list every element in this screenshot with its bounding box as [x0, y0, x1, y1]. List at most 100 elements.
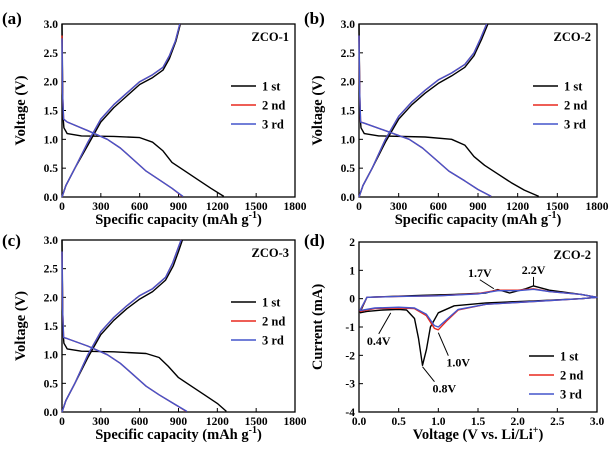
y-tick-label: 1.0	[341, 134, 356, 146]
x-tick-label: 0	[356, 201, 362, 213]
annotation-label: 1.0V	[446, 356, 470, 370]
y-tick-label: 3.0	[44, 19, 59, 31]
x-tick-label: 1800	[284, 416, 307, 428]
y-tick-label: 1.5	[44, 106, 59, 118]
x-tick-label: 2.0	[510, 416, 525, 428]
legend-label: 2 nd	[564, 99, 587, 113]
x-tick-label: 1500	[546, 201, 569, 213]
x-tick-label: 600	[131, 416, 149, 428]
legend-label: 1 st	[560, 350, 579, 364]
y-tick-label: 1.0	[44, 350, 59, 362]
y-tick-label: -3	[345, 379, 355, 391]
y-tick-label: 2.5	[341, 48, 356, 60]
x-tick-label: 0.0	[352, 416, 367, 428]
x-axis-label: Specific capacity (mAh g-1)	[395, 210, 562, 228]
y-tick-label: 2.5	[44, 48, 59, 60]
y-tick-label: 2	[349, 237, 355, 249]
x-tick-label: 600	[430, 201, 448, 213]
legend-label: 3 rd	[564, 118, 586, 132]
panel-label: (a)	[2, 9, 22, 28]
annotation-label: 0.8V	[432, 382, 456, 396]
sample-label: ZCO-2	[554, 248, 592, 262]
legend-label: 1 st	[564, 80, 583, 94]
x-axis-label: Voltage (V vs. Li/Li+)	[413, 425, 544, 443]
charge-curve-2	[358, 23, 488, 198]
y-tick-label: 1	[349, 265, 355, 277]
charge-curve-2	[61, 23, 181, 198]
plot-frame	[358, 23, 598, 198]
legend-label: 2 nd	[560, 369, 583, 383]
panel-label: (b)	[304, 9, 325, 28]
x-tick-label: 1500	[245, 416, 268, 428]
y-tick-label: 1.5	[44, 321, 59, 333]
y-tick-label: 0	[349, 294, 355, 306]
x-tick-label: 0	[59, 416, 65, 428]
annotation-label: 1.7V	[468, 266, 492, 280]
x-tick-label: 3.0	[590, 416, 605, 428]
x-axis-label: Specific capacity (mAh g-1)	[95, 210, 262, 228]
sample-label: ZCO-2	[554, 30, 592, 44]
y-tick-label: -2	[345, 350, 355, 362]
x-tick-label: 900	[170, 416, 188, 428]
x-tick-label: 300	[92, 416, 110, 428]
y-axis-label: Current (mA)	[310, 284, 326, 370]
charge-curve-3	[61, 23, 181, 198]
annotation-label: 2.2V	[522, 263, 546, 277]
x-tick-label: 1200	[206, 416, 229, 428]
x-tick-label: 900	[170, 201, 188, 213]
charge-curve-1	[61, 23, 182, 198]
y-axis-label: Voltage (V)	[13, 75, 29, 145]
sample-label: ZCO-3	[252, 246, 290, 260]
series-line-3	[359, 288, 598, 328]
x-tick-label: 1.0	[431, 416, 446, 428]
legend-label: 3 rd	[262, 118, 284, 132]
x-tick-label: 900	[469, 201, 487, 213]
discharge-curve-2	[61, 35, 183, 197]
y-tick-label: 0.0	[341, 192, 356, 204]
chart-panel-4: 0.0 0.5 1.0 1.5 2.0 2.5 3.0 -4 -3 -2 -1 0 1 2 Voltage …	[304, 231, 604, 443]
legend-label: 1 st	[262, 80, 281, 94]
x-axis-label: Specific capacity (mAh g-1)	[95, 425, 262, 443]
plot-frame	[61, 239, 296, 413]
x-tick-label: 300	[390, 201, 408, 213]
annotation-label: 0.4V	[367, 334, 391, 348]
y-tick-label: 0.5	[44, 163, 59, 175]
legend-label: 2 nd	[262, 315, 285, 329]
y-tick-label: 2.0	[341, 77, 356, 89]
y-tick-label: 0.0	[44, 407, 59, 419]
panel-label: (c)	[2, 231, 21, 250]
chart-panel-1: 0 300 600 900 1200 1500 1800 0.0 0.5 1.0 1.5 2.0 2.5…	[2, 9, 307, 228]
charge-curve-3	[61, 239, 182, 413]
discharge-curve-1	[61, 239, 227, 412]
panel-label: (d)	[304, 231, 325, 250]
x-tick-label: 1800	[586, 201, 609, 213]
x-tick-label: 600	[131, 201, 149, 213]
y-tick-label: 1.0	[44, 134, 59, 146]
y-tick-label: 2.0	[44, 292, 59, 304]
charge-curve-1	[61, 239, 184, 413]
legend-label: 3 rd	[262, 334, 284, 348]
x-tick-label: 1200	[206, 201, 229, 213]
annotation-arrow	[378, 312, 392, 335]
x-tick-label: 300	[92, 201, 110, 213]
y-tick-label: -4	[345, 407, 355, 419]
chart-panel-3: 0 300 600 900 1200 1500 1800 0.0 0.5 1.0 1.5 2.0 2.5…	[2, 231, 307, 443]
charge-curve-1	[358, 23, 489, 198]
plot-frame	[61, 23, 296, 198]
y-axis-label: Voltage (V)	[13, 291, 29, 361]
discharge-curve-3	[61, 38, 184, 197]
legend-label: 2 nd	[262, 99, 285, 113]
y-tick-label: -1	[345, 322, 355, 334]
annotation-arrow	[479, 279, 495, 290]
annotation-arrow	[422, 366, 435, 382]
discharge-curve-1	[61, 23, 225, 197]
sample-label: ZCO-1	[252, 30, 290, 44]
x-tick-label: 1500	[245, 201, 268, 213]
y-tick-label: 3.0	[341, 19, 356, 31]
annotation-arrow	[437, 332, 449, 356]
x-tick-label: 1800	[284, 201, 307, 213]
y-tick-label: 0.5	[341, 163, 356, 175]
y-tick-label: 1.5	[341, 106, 356, 118]
discharge-curve-3	[358, 35, 492, 198]
